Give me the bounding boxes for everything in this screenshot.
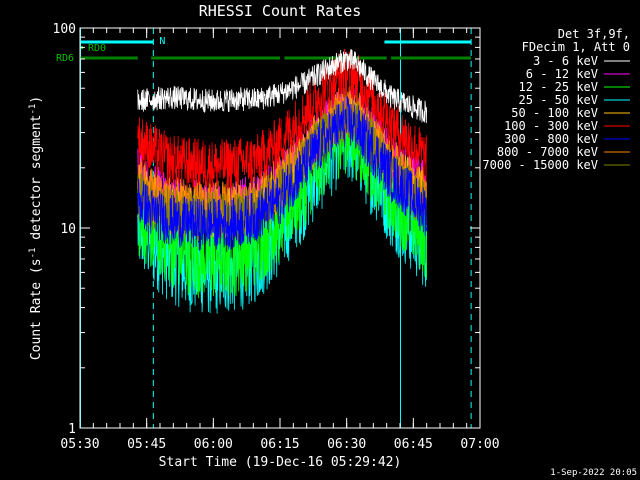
- rd0-label: RD0: [88, 43, 106, 54]
- x-tick-label: 06:45: [394, 437, 433, 452]
- plot-area: RD0 RD6 N: [56, 28, 472, 428]
- x-tick-label: 06:15: [260, 437, 299, 452]
- x-tick-label: 05:45: [127, 437, 166, 452]
- x-tick-label: 07:00: [460, 437, 499, 452]
- legend-entry-label: 3 - 6 keV: [533, 54, 598, 68]
- legend-header-line-2: FDecim 1, Att 0: [522, 40, 630, 54]
- legend-entry-label: 800 - 7000 keV: [497, 145, 598, 159]
- legend-entry-label: 300 - 800 keV: [504, 132, 598, 146]
- legend-entry-label: 50 - 100 keV: [511, 106, 598, 120]
- series-line: [137, 96, 428, 250]
- y-axis-label: Count Rate (s-1 detector segment-1): [28, 96, 44, 360]
- series-line: [137, 48, 428, 193]
- x-tick-label: 06:00: [194, 437, 233, 452]
- series-line: [137, 49, 428, 124]
- legend-header-line-1: Det 3f,9f,: [558, 27, 630, 41]
- chart-title: RHESSI Count Rates: [199, 2, 362, 20]
- y-tick-label: 10: [60, 222, 76, 237]
- legend-entry-label: 100 - 300 keV: [504, 119, 598, 133]
- x-tick-label: 06:30: [327, 437, 366, 452]
- y-axis-label-part2: detector segment: [29, 115, 44, 248]
- legend-entry-label: 25 - 50 keV: [519, 93, 598, 107]
- legend-entry-label: 6 - 12 keV: [526, 67, 598, 81]
- generation-timestamp: 1-Sep-2022 20:05: [550, 468, 637, 478]
- y-axis-label-sup2: -1: [28, 104, 38, 115]
- legend-entry-label: 12 - 25 keV: [519, 80, 598, 94]
- x-axis-label: Start Time (19-Dec-16 05:29:42): [159, 455, 402, 470]
- y-tick-label: 100: [53, 22, 76, 37]
- y-axis-label-part1: Count Rate (s: [29, 258, 44, 360]
- y-tick-label: 1: [68, 422, 76, 437]
- n-label: N: [159, 36, 165, 47]
- axis-ticks: 1 10 100 05:30 05:45 06:00 06:15 06:30 06:45 07:0…: [53, 22, 500, 452]
- y-axis-label-sup1: -1: [28, 248, 38, 259]
- x-tick-label: 05:30: [60, 437, 99, 452]
- legend-entry-label: 7000 - 15000 keV: [482, 158, 598, 172]
- y-axis-label-part3: ): [29, 96, 44, 104]
- rd6-label: RD6: [56, 53, 74, 64]
